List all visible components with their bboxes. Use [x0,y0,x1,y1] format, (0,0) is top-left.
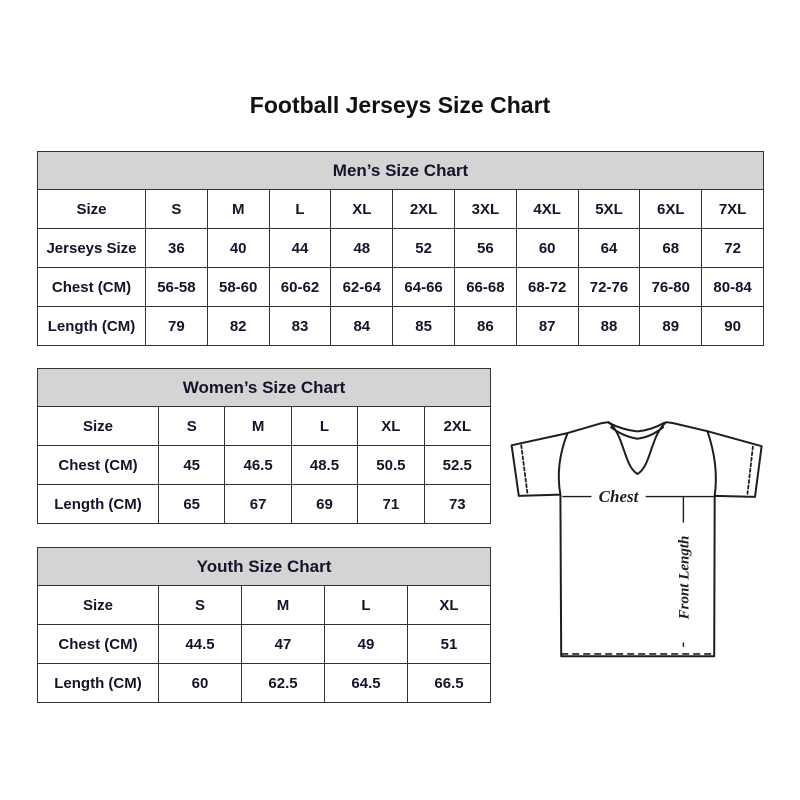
svg-text:Front Length: Front Length [677,536,693,621]
svg-text:Chest: Chest [599,487,640,506]
